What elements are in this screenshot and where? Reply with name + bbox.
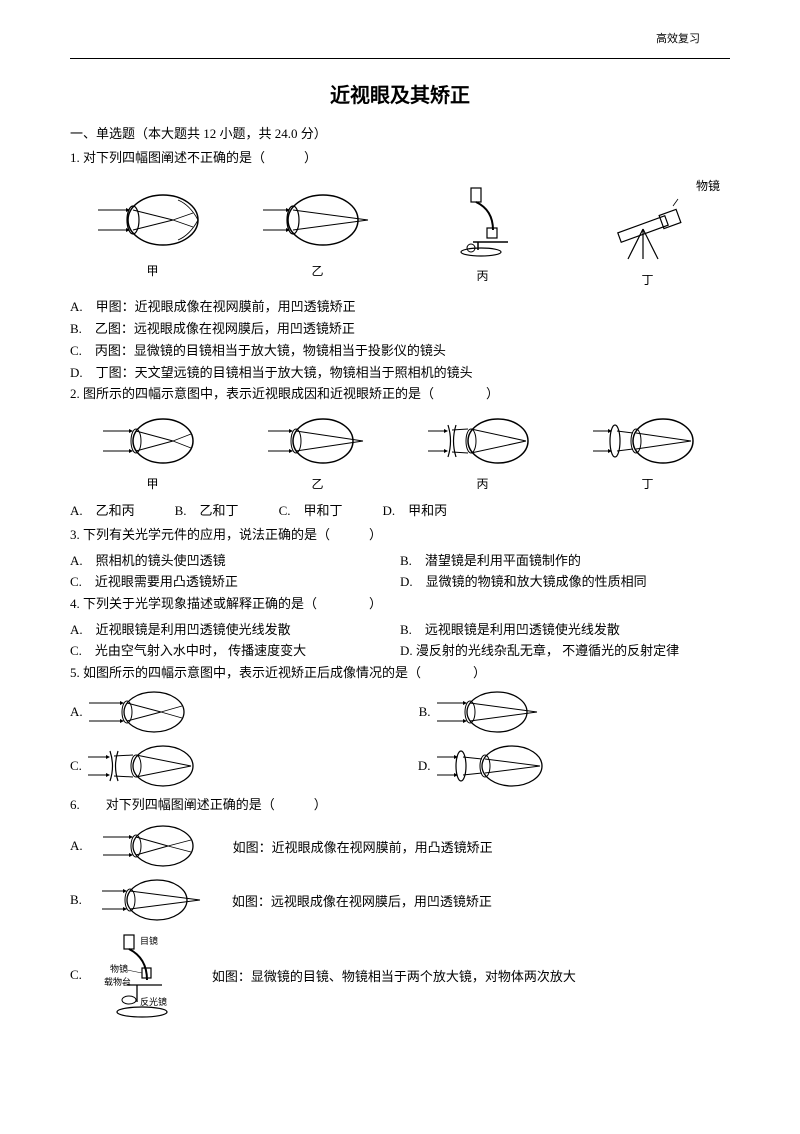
q3-optA: A. 照相机的镜头使凹透镜 bbox=[70, 550, 400, 569]
q1-stem: 1. 对下列四幅图阐述不正确的是（ ） bbox=[70, 148, 730, 169]
q4-stem: 4. 下列关于光学现象描述或解释正确的是（ ） bbox=[70, 594, 730, 615]
q4-optA: A. 近视眼镜是利用凹透镜使光线发散 bbox=[70, 619, 400, 638]
eye-yi-icon bbox=[268, 413, 368, 468]
q4-optD: D. 漫反射的光线杂乱无章， 不遵循光的反射定律 bbox=[400, 640, 730, 659]
q1-label-jia: 甲 bbox=[70, 262, 235, 279]
q6-eye-a-icon bbox=[103, 822, 213, 870]
page-title: 近视眼及其矫正 bbox=[70, 79, 730, 108]
q5-stem: 5. 如图所示的四幅示意图中，表示近视矫正后成像情况的是（ ） bbox=[70, 663, 730, 684]
q6-optA-text: 如图：近视眼成像在视网膜前，用凸透镜矫正 bbox=[233, 837, 493, 856]
microscope-icon bbox=[443, 180, 523, 260]
q2-label-ding: 丁 bbox=[565, 475, 730, 492]
q2-stem: 2. 图所示的四幅示意图中，表示近视眼成因和近视眼矫正的是（ ） bbox=[70, 384, 730, 405]
q3-optD: D. 显微镜的物镜和放大镜成像的性质相同 bbox=[400, 571, 730, 590]
q2-optB: B. 乙和丁 bbox=[175, 500, 239, 519]
q5-C-label: C. bbox=[70, 758, 82, 774]
q6-rowA: A. 如图：近视眼成像在视网膜前，用凸透镜矫正 bbox=[70, 822, 730, 870]
q5-eye-d-icon bbox=[437, 741, 557, 791]
q4-optC: C. 光由空气射入水中时， 传播速度变大 bbox=[70, 640, 400, 659]
fgj-label: 反光镜 bbox=[140, 996, 167, 1007]
q5-B-label: B. bbox=[419, 704, 431, 720]
eye-diagram-yi bbox=[263, 185, 373, 255]
q6-eye-b-icon bbox=[102, 876, 212, 924]
q4-optB: B. 远视眼镜是利用凹透镜使光线发散 bbox=[400, 619, 730, 638]
q6-rowB: B. 如图：远视眼成像在视网膜后，用凹透镜矫正 bbox=[70, 876, 730, 924]
q6-microscope-icon: 目镜 物镜 载物台 反光镜 bbox=[102, 930, 192, 1020]
divider bbox=[70, 58, 730, 59]
q4-options: A. 近视眼镜是利用凹透镜使光线发散 B. 远视眼镜是利用凹透镜使光线发散 C.… bbox=[70, 619, 730, 659]
q5-A-label: A. bbox=[70, 704, 83, 720]
q3-options: A. 照相机的镜头使凹透镜 B. 潜望镜是利用平面镜制作的 C. 近视眼需要用凸… bbox=[70, 550, 730, 590]
q1-label-bing: 丙 bbox=[400, 267, 565, 284]
q5-row1: A. B. bbox=[70, 687, 730, 737]
q1-optB: B. 乙图：远视眼成像在视网膜后，用凹透镜矫正 bbox=[70, 318, 730, 340]
eye-bing-icon bbox=[428, 413, 538, 468]
section-heading: 一、单选题（本大题共 12 小题，共 24.0 分） bbox=[70, 123, 730, 142]
q5-eye-b-icon bbox=[437, 687, 547, 737]
q2-label-jia: 甲 bbox=[70, 475, 235, 492]
q1-wujing-label: 物镜 bbox=[565, 177, 720, 194]
q3-stem: 3. 下列有关光学元件的应用，说法正确的是（ ） bbox=[70, 525, 730, 546]
q6-A-label: A. bbox=[70, 838, 83, 854]
header-label: 高效复习 bbox=[656, 30, 700, 46]
q2-label-bing: 丙 bbox=[400, 475, 565, 492]
q2-optA: A. 乙和丙 bbox=[70, 500, 135, 519]
q2-label-yi: 乙 bbox=[235, 475, 400, 492]
q1-label-ding: 丁 bbox=[565, 271, 730, 288]
eye-diagram-jia bbox=[98, 185, 208, 255]
q3-optB: B. 潜望镜是利用平面镜制作的 bbox=[400, 550, 730, 569]
q5-D-label: D. bbox=[418, 758, 431, 774]
q2-optD: D. 甲和丙 bbox=[382, 500, 447, 519]
q3-optC: C. 近视眼需要用凸透镜矫正 bbox=[70, 571, 400, 590]
q6-stem: 6. 对下列四幅图阐述正确的是（ ） bbox=[70, 795, 730, 816]
q5-eye-a-icon bbox=[89, 687, 199, 737]
telescope-icon bbox=[603, 194, 693, 264]
q6-optB-text: 如图：远视眼成像在视网膜后，用凹透镜矫正 bbox=[232, 891, 492, 910]
q6-B-label: B. bbox=[70, 892, 82, 908]
q5-eye-c-icon bbox=[88, 741, 208, 791]
zwt-label: 载物台 bbox=[104, 976, 131, 987]
q6-rowC: C. 目镜 物镜 载物台 反光镜 如图：显微镜的目镜、物镜相当于两个放大镜，对物… bbox=[70, 930, 730, 1020]
q1-diagrams: 甲 乙 丙 物镜 bbox=[70, 177, 730, 288]
mj-label: 目镜 bbox=[140, 935, 158, 946]
q1-optD: D. 丁图：天文望远镜的目镜相当于放大镜，物镜相当于照相机的镜头 bbox=[70, 362, 730, 384]
eye-jia-icon bbox=[103, 413, 203, 468]
q1-optC: C. 丙图：显微镜的目镜相当于放大镜，物镜相当于投影仪的镜头 bbox=[70, 340, 730, 362]
q1-label-yi: 乙 bbox=[235, 262, 400, 279]
q1-optA: A. 甲图：近视眼成像在视网膜前，用凹透镜矫正 bbox=[70, 296, 730, 318]
q6-optC-text: 如图：显微镜的目镜、物镜相当于两个放大镜，对物体两次放大 bbox=[212, 966, 576, 985]
q6-C-label: C. bbox=[70, 967, 82, 983]
q2-optC: C. 甲和丁 bbox=[279, 500, 343, 519]
eye-ding-icon bbox=[593, 413, 703, 468]
q2-diagrams: 甲 乙 丙 bbox=[70, 413, 730, 492]
q5-row2: C. D. bbox=[70, 741, 730, 791]
wj-label: 物镜 bbox=[110, 963, 128, 974]
q2-options: A. 乙和丙 B. 乙和丁 C. 甲和丁 D. 甲和丙 bbox=[70, 500, 730, 519]
